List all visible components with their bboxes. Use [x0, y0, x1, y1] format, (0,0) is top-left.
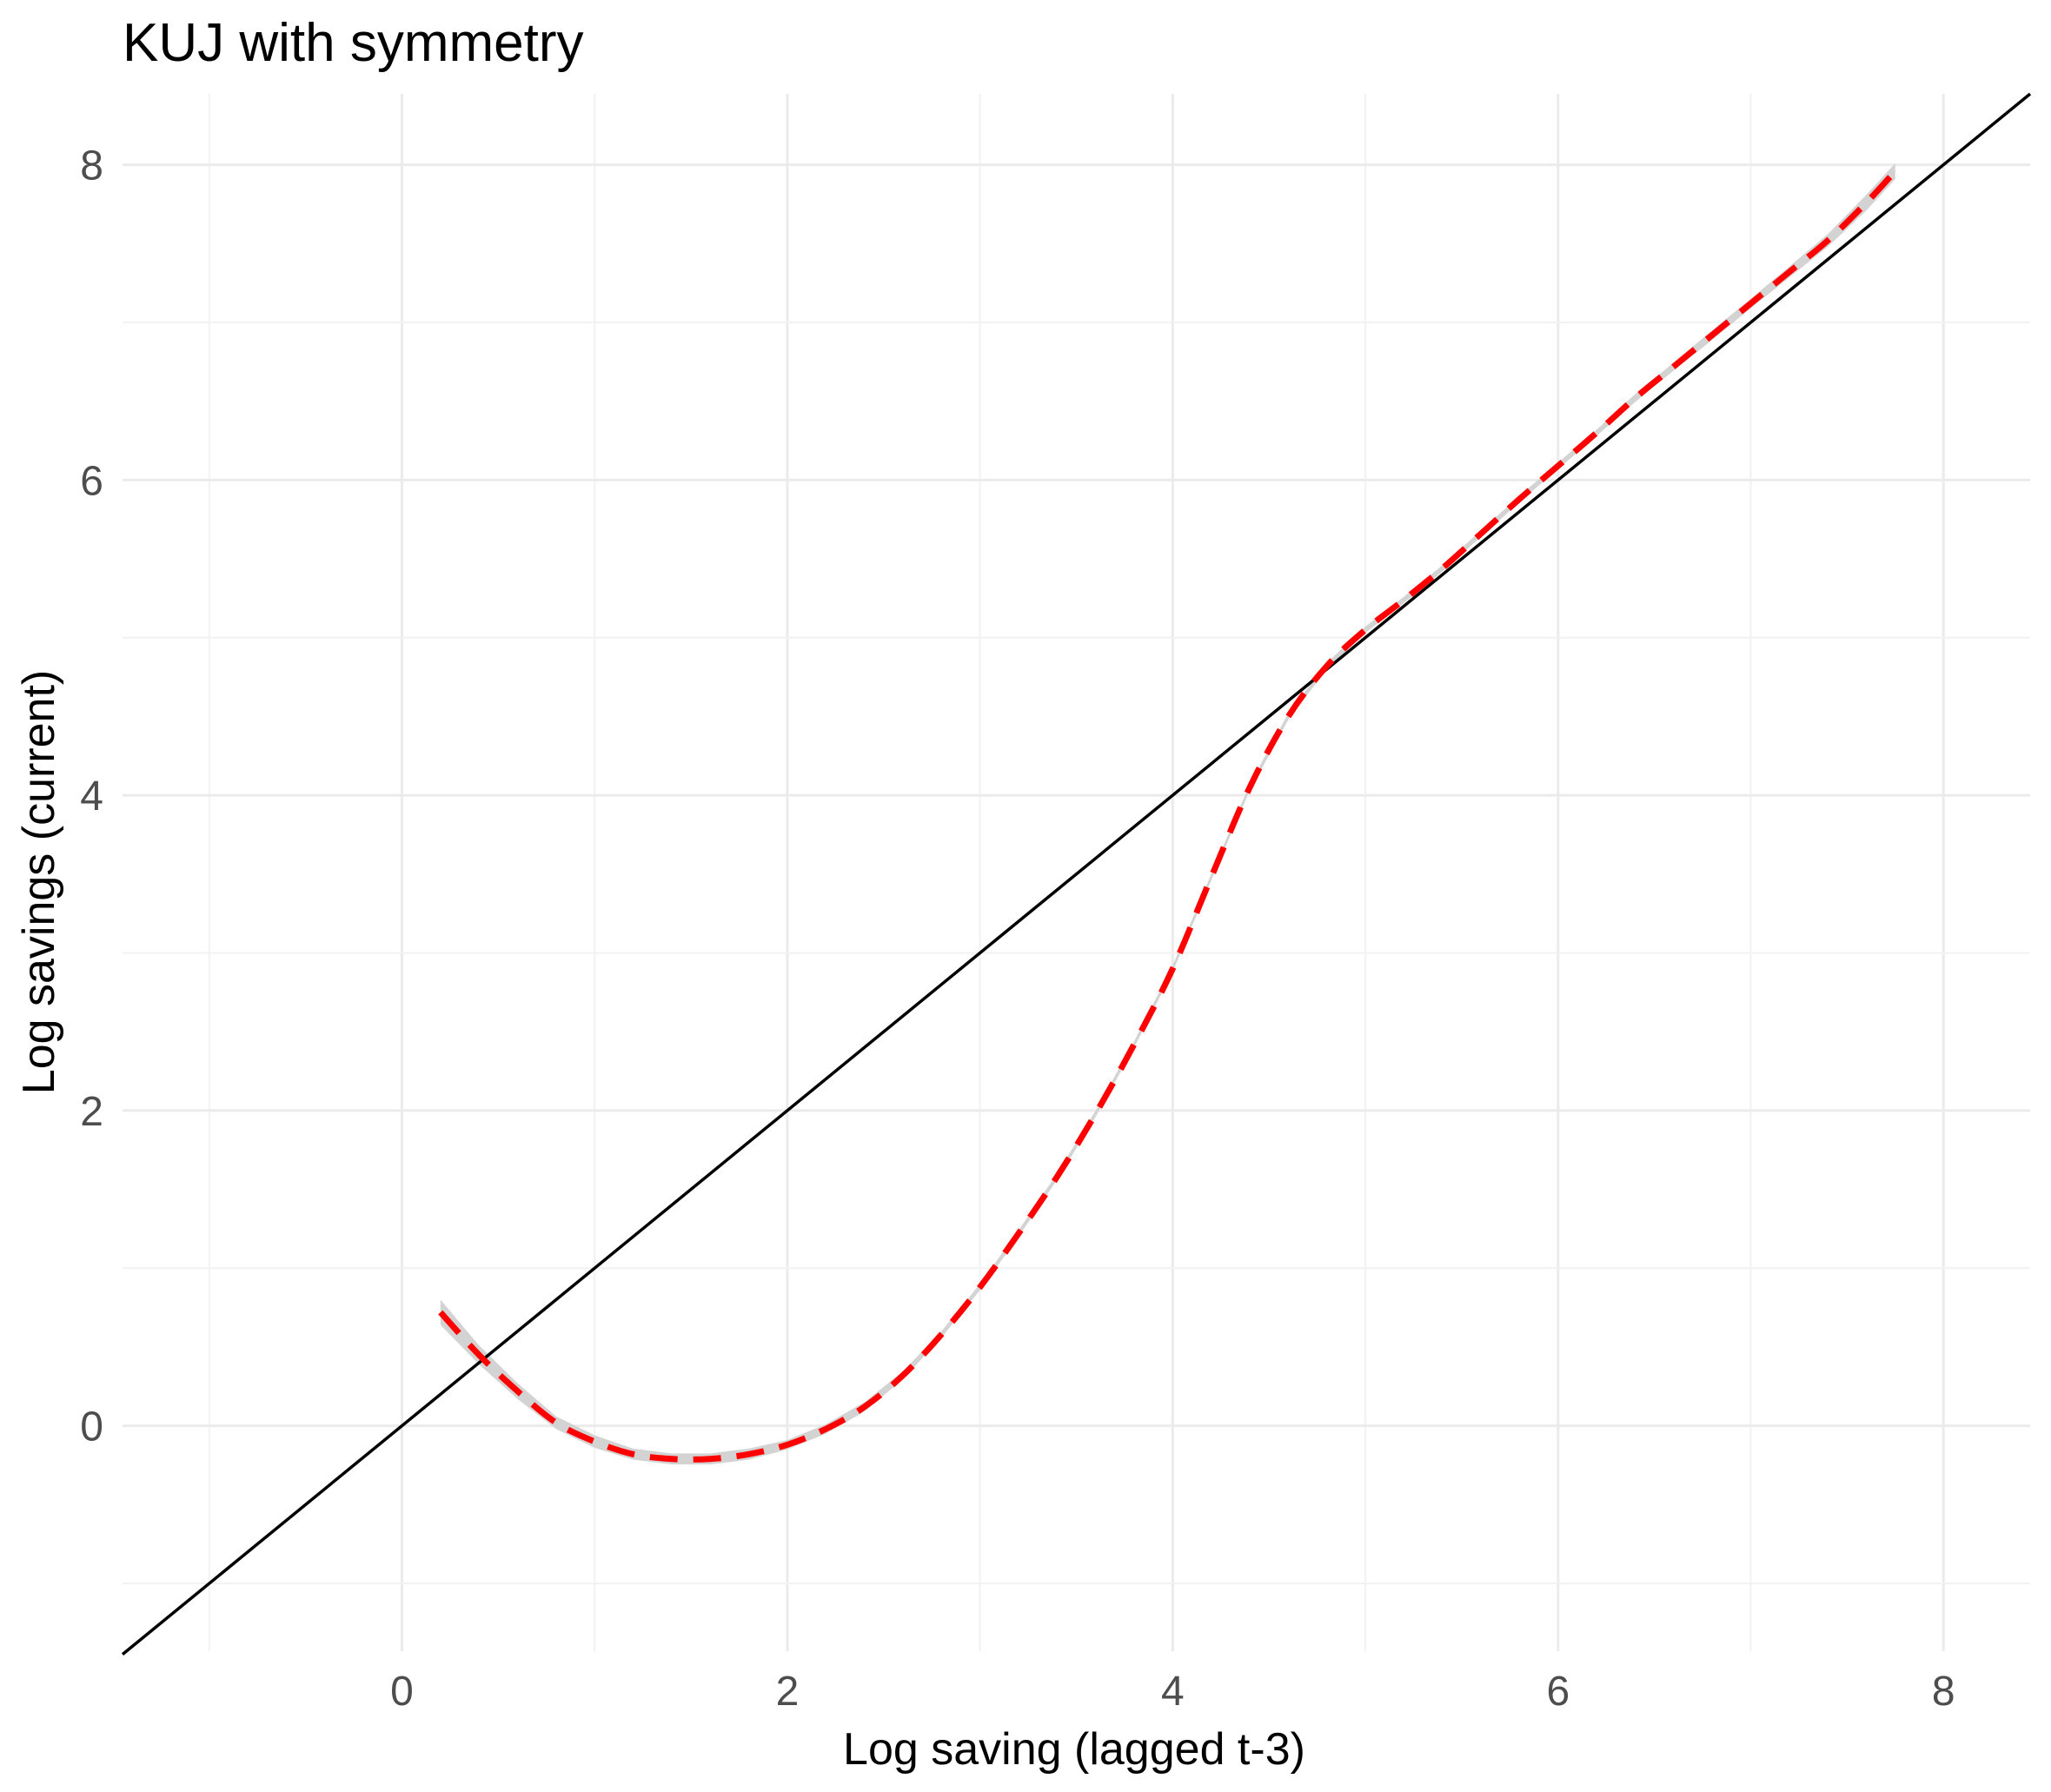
y-tick-label: 2 [80, 1089, 103, 1135]
chart-title: KUJ with symmetry [123, 13, 583, 73]
x-tick-label: 2 [776, 1669, 800, 1715]
band-area [440, 163, 1895, 1465]
x-axis-ticks: 0 2 4 6 8 [390, 1669, 1955, 1715]
x-tick-label: 6 [1546, 1669, 1570, 1715]
y-tick-label: 6 [80, 458, 103, 504]
x-axis-label: Log saving (lagged t-3) [843, 1724, 1305, 1775]
fitted-curve-path [438, 169, 1898, 1463]
x-tick-label: 4 [1161, 1669, 1185, 1715]
y-axis-label: Log savings (current) [14, 670, 64, 1094]
confidence-band [440, 163, 1895, 1465]
fitted-curve [438, 169, 1898, 1463]
identity-line [121, 92, 2032, 1656]
identity-line-path [121, 92, 2032, 1656]
grid [123, 94, 2030, 1651]
y-tick-label: 0 [80, 1404, 103, 1450]
y-tick-label: 4 [80, 773, 103, 820]
x-tick-label: 8 [1932, 1669, 1955, 1715]
y-tick-label: 8 [80, 143, 103, 189]
y-axis-ticks: 0 2 4 6 8 [80, 143, 103, 1450]
x-tick-label: 0 [390, 1669, 414, 1715]
